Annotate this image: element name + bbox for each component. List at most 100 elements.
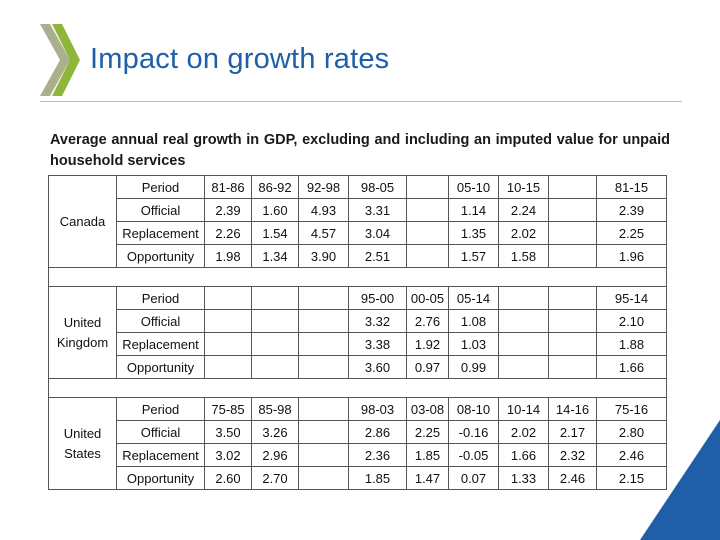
logo-chevron-front (52, 24, 80, 96)
value-cell: 0.97 (406, 355, 449, 379)
value-cell: 2.02 (498, 221, 549, 245)
row-label: Opportunity (116, 244, 205, 268)
value-cell: 08-10 (448, 397, 499, 421)
corner-decoration (640, 420, 720, 540)
value-cell: 14-16 (548, 397, 597, 421)
value-cell: 2.36 (348, 443, 407, 467)
value-cell: 1.96 (596, 244, 667, 268)
value-cell: 1.60 (251, 198, 299, 222)
value-cell (251, 355, 299, 379)
table-row: Replacement 3.38 1.92 1.03 1.88 (49, 332, 667, 356)
row-label: Period (116, 175, 205, 199)
value-cell: 2.25 (596, 221, 667, 245)
value-cell: 1.34 (251, 244, 299, 268)
value-cell (548, 309, 597, 333)
value-cell: 1.85 (348, 466, 407, 490)
value-cell: 3.90 (298, 244, 349, 268)
value-cell (498, 355, 549, 379)
value-cell: 2.02 (498, 420, 549, 444)
value-cell (406, 221, 449, 245)
value-cell: 1.54 (251, 221, 299, 245)
value-cell (298, 309, 349, 333)
value-cell (548, 221, 597, 245)
value-cell: 2.25 (406, 420, 449, 444)
value-cell: 2.76 (406, 309, 449, 333)
value-cell (298, 332, 349, 356)
country-label: Canada (48, 175, 117, 268)
value-cell: 10-15 (498, 175, 549, 199)
value-cell: 2.17 (548, 420, 597, 444)
value-cell: 2.70 (251, 466, 299, 490)
value-cell (204, 286, 252, 310)
value-cell: 05-10 (448, 175, 499, 199)
value-cell: 2.26 (204, 221, 252, 245)
section-separator (48, 378, 667, 398)
value-cell: 92-98 (298, 175, 349, 199)
value-cell: 3.32 (348, 309, 407, 333)
logo-chevron-back (40, 24, 70, 96)
value-cell (498, 309, 549, 333)
table-row: United Kingdom Period 95-00 00-05 05-14 95-14 (48, 286, 667, 379)
value-cell: 00-05 (406, 286, 449, 310)
value-cell: 95-00 (348, 286, 407, 310)
value-cell: 2.46 (596, 443, 667, 467)
section-separator (48, 267, 667, 287)
value-cell: 1.92 (406, 332, 449, 356)
value-cell (548, 286, 597, 310)
table-row: Replacement 3.02 2.96 2.36 1.85 -0.05 1.66 2.32… (49, 443, 667, 467)
value-cell: 1.14 (448, 198, 499, 222)
value-cell: 2.32 (548, 443, 597, 467)
value-cell: 1.03 (448, 332, 499, 356)
value-cell (548, 332, 597, 356)
value-cell: 4.93 (298, 198, 349, 222)
table-row: Replacement 2.26 1.54 4.57 3.04 1.35 2.02 2.25 (49, 221, 667, 245)
value-cell: 3.02 (204, 443, 252, 467)
table-row: Canada Period 81-86 86-92 92-98 98-05 05-10 10-… (48, 175, 667, 268)
table-row: Official 3.50 3.26 2.86 2.25 -0.16 2.02 2.17 2.8… (49, 420, 667, 444)
value-cell: 2.80 (596, 420, 667, 444)
page-title: Impact on growth rates (90, 43, 390, 75)
value-cell: 10-14 (498, 397, 549, 421)
value-cell: 2.15 (596, 466, 667, 490)
value-cell: 75-16 (596, 397, 667, 421)
value-cell: 3.60 (348, 355, 407, 379)
value-cell: 0.07 (448, 466, 499, 490)
value-cell (251, 309, 299, 333)
row-label: Official (116, 309, 205, 333)
value-cell: 2.39 (596, 198, 667, 222)
row-label: Opportunity (116, 466, 205, 490)
value-cell: 1.47 (406, 466, 449, 490)
table-caption: Average annual real growth in GDP, exclu… (50, 132, 670, 169)
value-cell (498, 332, 549, 356)
table-row: Opportunity 1.98 1.34 3.90 2.51 1.57 1.58 1.96 (49, 244, 667, 268)
value-cell: 2.46 (548, 466, 597, 490)
value-cell: 3.04 (348, 221, 407, 245)
value-cell: 4.57 (298, 221, 349, 245)
value-cell (251, 286, 299, 310)
value-cell (548, 175, 597, 199)
row-label: Opportunity (116, 355, 205, 379)
row-label: Replacement (116, 221, 205, 245)
value-cell (298, 397, 349, 421)
value-cell (406, 198, 449, 222)
value-cell: 2.96 (251, 443, 299, 467)
value-cell (251, 332, 299, 356)
value-cell: 0.99 (448, 355, 499, 379)
table-row: Official 3.32 2.76 1.08 2.10 (49, 309, 667, 333)
value-cell: 05-14 (448, 286, 499, 310)
value-cell: 1.08 (448, 309, 499, 333)
value-cell: 1.66 (596, 355, 667, 379)
separator-cell (48, 378, 667, 398)
value-cell (298, 286, 349, 310)
value-cell: 2.60 (204, 466, 252, 490)
value-cell (298, 466, 349, 490)
value-cell (204, 355, 252, 379)
value-cell: 2.10 (596, 309, 667, 333)
row-label: Period (116, 286, 205, 310)
value-cell (498, 286, 549, 310)
oecd-logo (40, 24, 80, 96)
value-cell: 1.57 (448, 244, 499, 268)
separator-cell (48, 267, 667, 287)
value-cell: 81-86 (204, 175, 252, 199)
value-cell: 1.85 (406, 443, 449, 467)
